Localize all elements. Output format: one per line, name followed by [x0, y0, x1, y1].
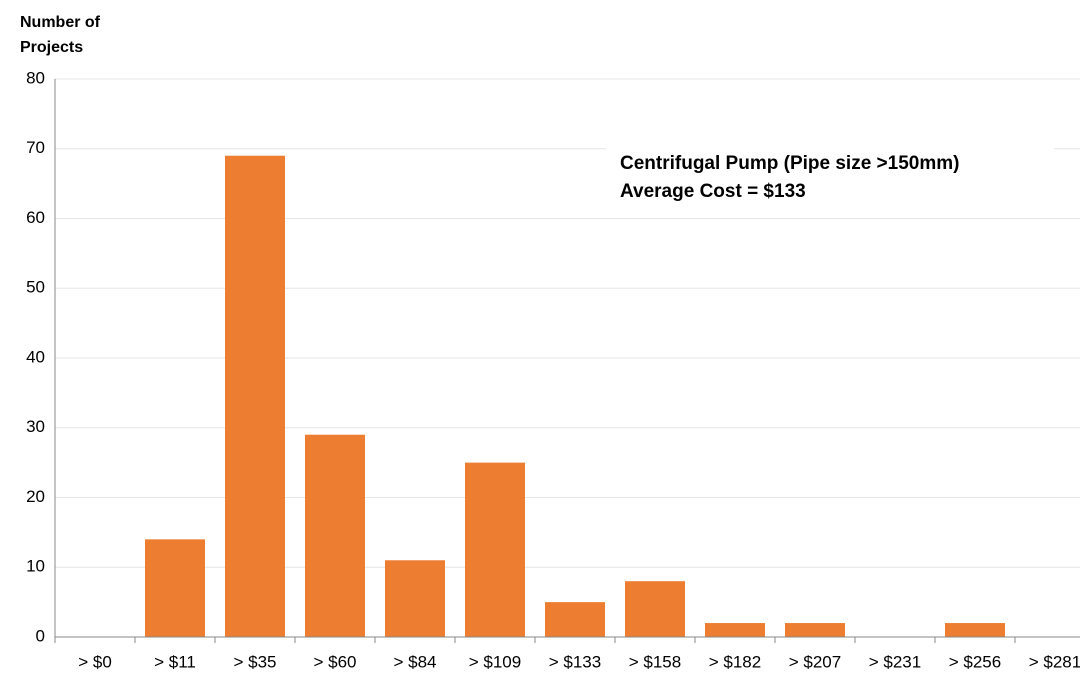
- bar: [465, 462, 525, 637]
- x-tick-label: > $60: [313, 652, 356, 671]
- y-tick-label: 0: [36, 626, 45, 645]
- x-tick-label: > $231: [869, 652, 921, 671]
- x-tick-label: > $133: [549, 652, 601, 671]
- bar: [785, 623, 845, 637]
- y-tick-label: 80: [26, 68, 45, 87]
- bar: [705, 623, 765, 637]
- y-tick-label: 20: [26, 487, 45, 506]
- y-tick-label: 60: [26, 208, 45, 227]
- x-tick-label: > $182: [709, 652, 761, 671]
- bar: [545, 602, 605, 637]
- y-tick-label: 10: [26, 557, 45, 576]
- x-tick-label: > $84: [393, 652, 436, 671]
- bar: [385, 560, 445, 637]
- x-tick-label: > $207: [789, 652, 841, 671]
- annotation-box: Centrifugal Pump (Pipe size >150mm) Aver…: [606, 146, 1054, 212]
- bar: [145, 539, 205, 637]
- y-axis-label: Number of Projects: [20, 14, 100, 56]
- annotation: Average Cost = $133: [620, 181, 806, 202]
- y-tick-label: 70: [26, 138, 45, 157]
- bar: [945, 623, 1005, 637]
- x-tick-label: > $256: [949, 652, 1001, 671]
- annotation: Centrifugal Pump (Pipe size >150mm): [620, 153, 960, 174]
- x-tick-label: > $109: [469, 652, 521, 671]
- y-tick-label: 50: [26, 278, 45, 297]
- bar: [625, 581, 685, 637]
- bar: [305, 434, 365, 637]
- x-tick-label: > $11: [154, 652, 196, 671]
- x-tick-label: > $0: [78, 652, 112, 671]
- x-tick-label: > $35: [233, 652, 276, 671]
- y-tick-label: 30: [26, 417, 45, 436]
- y-tick-label: 40: [26, 347, 45, 366]
- x-tick-label: > $158: [629, 652, 681, 671]
- x-tick-label: > $281: [1029, 652, 1080, 671]
- bar: [225, 155, 285, 637]
